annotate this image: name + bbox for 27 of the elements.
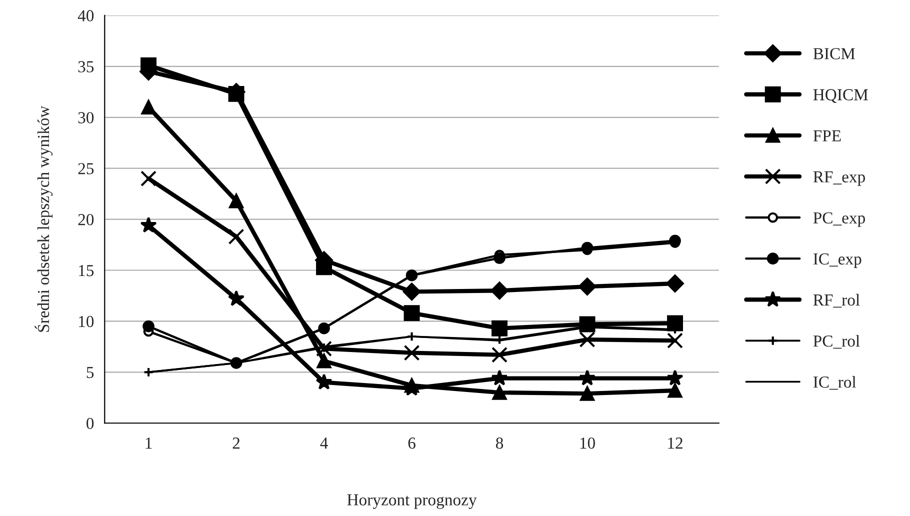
legend-label: FPE: [813, 130, 841, 142]
legend-label: BICM: [813, 48, 855, 60]
x-tick-label: 8: [496, 437, 504, 449]
y-tick-label: 10: [79, 316, 94, 328]
legend-label: PC_rol: [813, 334, 860, 349]
x-tick-label: 6: [408, 438, 416, 449]
x-tick-label: 2: [232, 438, 240, 449]
legend-label: RF_rol: [813, 294, 860, 308]
x-axis-title: Horyzont prognozy: [347, 494, 477, 509]
y-tick-label: 30: [78, 112, 94, 124]
y-tick-label: 25: [78, 163, 94, 174]
x-tick-label: 1: [146, 438, 152, 449]
y-tick-label: 0: [86, 418, 94, 430]
legend-label: PC_exp: [813, 212, 865, 227]
x-tick-label: 4: [320, 438, 328, 449]
x-tick-label: 10: [580, 437, 595, 449]
y-tick-label: 35: [78, 61, 94, 72]
legend-label: IC_exp: [813, 253, 862, 268]
legend-label: RF_exp: [813, 171, 865, 186]
y-tick-label: 20: [78, 214, 94, 226]
legend-label: HQICM: [813, 89, 868, 103]
y-tick-label: 5: [86, 367, 94, 378]
y-tick-label: 40: [78, 10, 94, 22]
legend-label: IC_rol: [813, 376, 856, 390]
x-tick-label: 12: [668, 438, 682, 449]
y-tick-label: 15: [79, 265, 94, 276]
y-axis-title: Średni odsetek lepszych wyników: [34, 106, 53, 332]
